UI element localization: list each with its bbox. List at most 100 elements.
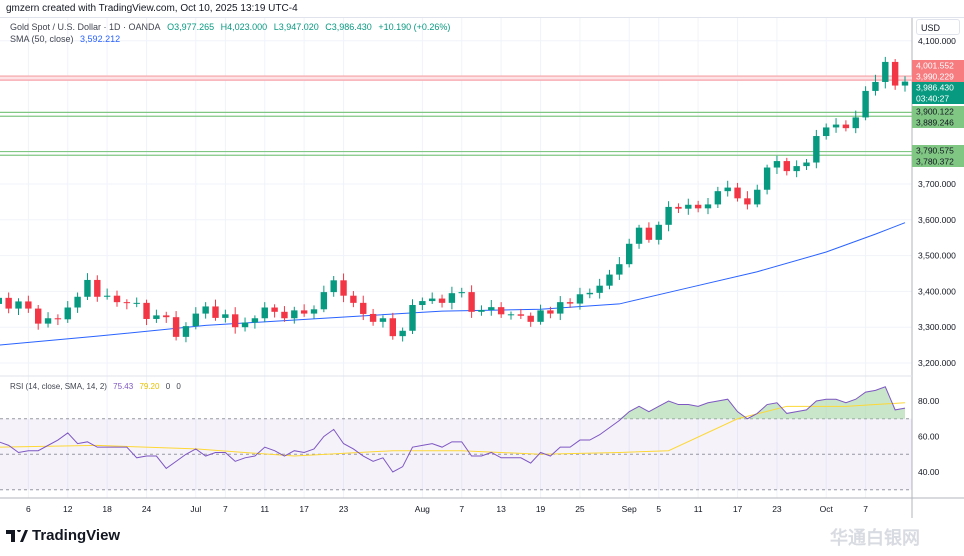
candle-up [153,315,160,319]
candle-up [241,322,249,328]
hline-label: 3,889.246 [916,118,954,128]
candle-up [832,124,840,128]
rsi-tick-label: 60.00 [918,432,940,442]
currency-button[interactable]: USD [916,19,960,35]
candle-down [94,279,101,297]
candle-up [813,136,820,163]
time-tick-label: 19 [536,504,546,514]
hline-label-bg [912,106,964,117]
candle-down [389,318,396,337]
hline-label: 3,900.122 [916,107,954,117]
candle-up [803,162,810,167]
symbol-legend: Gold Spot / U.S. Dollar · 1D · OANDA O3,… [10,22,454,32]
time-tick-label: 5 [656,504,661,514]
candle-up [557,302,564,314]
candle-up [507,314,515,316]
time-tick-label: 7 [863,504,868,514]
candle-up [576,294,584,304]
candle-up [15,301,22,309]
candle-down [645,227,653,240]
candle-down [360,302,367,314]
candle-up [596,285,603,293]
hline-label-bg [912,156,964,167]
sma-label: SMA (50, close) [10,34,74,44]
candle-up [724,187,731,192]
chart-canvas[interactable]: 4,100.000 3,700.000 3,600.000 3,500.000 3,40… [0,18,964,518]
candle-up [222,314,229,318]
candle-up [310,309,318,314]
time-tick-label: 11 [694,504,703,514]
hline-label-bg [912,60,964,71]
sma-value: 3,592.212 [80,34,121,44]
rsi-extra-1: 0 [165,382,171,391]
candle-up [754,189,761,205]
symbol-label[interactable]: Gold Spot / U.S. Dollar · 1D · OANDA [10,22,161,32]
chart-frame[interactable]: 4,100.000 3,700.000 3,600.000 3,500.000 3,40… [0,17,964,518]
candle-down [527,315,534,322]
candle-up [793,166,800,172]
candle-up [202,306,209,314]
candle-up [64,307,71,320]
price-tick-label: 3,200.000 [918,358,956,368]
candle-up [655,224,662,240]
candle-down [891,61,899,86]
candle-down [517,314,525,316]
candle-down [783,161,790,172]
tradingview-logo[interactable]: TradingView [6,527,120,544]
sma-legend[interactable]: SMA (50, close) 3,592.212 [10,34,124,44]
candle-up [665,206,672,225]
change-value: +10.190 (+0.26%) [378,22,451,32]
candle-up [635,227,643,244]
candle-up [882,61,889,82]
candle-up [320,292,328,310]
price-tick-label: 3,700.000 [918,179,956,189]
candle-up [133,302,140,304]
candle-down [340,280,347,296]
candle-down [172,317,180,337]
time-tick-label: Jul [190,504,201,514]
price-tick-label: 3,300.000 [918,322,956,332]
candle-up [429,298,436,302]
candle-down [497,307,505,315]
time-tick-label: Oct [820,504,834,514]
price-tick-label: 3,400.000 [918,286,956,296]
time-tick-label: 7 [223,504,228,514]
candle-down [468,292,475,312]
chart-credit: gmzern created with TradingView.com, Oct… [6,3,298,14]
logo-text: TradingView [32,527,121,544]
candle-down [744,198,751,205]
hline-label-bg [912,71,964,82]
time-tick-label: 12 [63,504,73,514]
candle-down [734,187,741,199]
candle-up [606,274,613,286]
candle-down [232,314,239,328]
rsi-overbought-fill [0,386,905,419]
rsi-legend[interactable]: RSI (14, close, SMA, 14, 2) 75.43 79.20 … [10,382,185,391]
candle-up [399,330,406,337]
candle-down [271,307,278,312]
candle-up [448,293,456,303]
close-value: C3,986.430 [325,22,372,32]
hline-label: 3,780.372 [916,157,954,167]
time-tick-label: 6 [26,504,31,514]
candle-up [685,204,692,209]
candle-up [616,264,623,275]
candle-up [488,307,495,311]
candle-up [261,307,268,319]
time-tick-label: 24 [142,504,152,514]
candle-up [251,318,259,323]
candle-up [379,318,387,322]
candle-up [409,305,416,331]
price-tick-label: 3,600.000 [918,215,956,225]
hline-label: 3,790.575 [916,146,954,156]
time-tick-label: Aug [415,504,430,514]
candle-up [862,90,869,118]
candle-up [103,295,111,297]
candle-down [163,315,170,318]
candle-up [763,167,771,190]
time-tick-label: 11 [260,504,269,514]
candle-down [35,308,42,324]
rsi-sma-value: 79.20 [139,382,160,391]
candle-up [852,117,859,129]
time-tick-label: 13 [496,504,506,514]
